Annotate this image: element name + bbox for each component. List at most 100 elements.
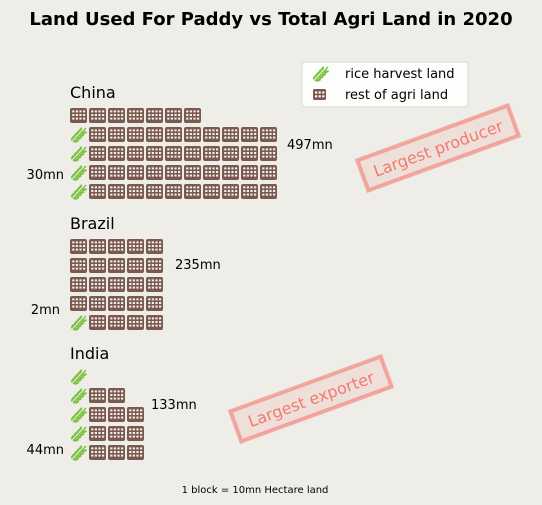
agri-block-china (108, 165, 125, 180)
agri-block-china (241, 165, 258, 180)
agri-block-india (89, 445, 106, 460)
rice-block-china (70, 165, 87, 181)
agri-block-china (184, 108, 201, 123)
rice-block-china (70, 184, 87, 200)
agri-block-china (241, 127, 258, 142)
agri-block-india (108, 388, 125, 403)
agri-block-brazil (127, 315, 144, 330)
agri-block-brazil (70, 239, 87, 254)
agri-block-china (89, 146, 106, 161)
agri-block-china (184, 165, 201, 180)
legend-label-rice: rice harvest land (345, 67, 455, 82)
agri-block-brazil (89, 315, 106, 330)
agri-block-china (127, 184, 144, 199)
agri-block-china (146, 108, 163, 123)
agri-block-brazil (146, 277, 163, 292)
agri-block-china (203, 165, 220, 180)
agri-block-india (108, 445, 125, 460)
agri-block-china (222, 165, 239, 180)
agri-block-brazil (108, 258, 125, 273)
blocks-china (70, 108, 277, 200)
group-brazil: Brazil 2mn 235mn (31, 214, 221, 331)
agri-block-brazil (127, 258, 144, 273)
total-value-brazil: 235mn (175, 258, 221, 273)
agri-block-china (108, 146, 125, 161)
agri-block-brazil (108, 296, 125, 311)
agri-block-china (184, 184, 201, 199)
rice-block-china (70, 146, 87, 162)
agri-block-brazil (146, 315, 163, 330)
agri-block-brazil (127, 277, 144, 292)
agri-block-china (260, 146, 277, 161)
agri-block-brazil (89, 296, 106, 311)
agri-block-china (70, 108, 87, 123)
agri-block-brazil (89, 239, 106, 254)
annotation-largest-producer: Largest producer (354, 103, 522, 193)
rice-value-brazil: 2mn (31, 303, 60, 318)
agri-block-china (146, 184, 163, 199)
agri-block-brazil (108, 277, 125, 292)
agri-block-china (241, 146, 258, 161)
agri-block-brazil (146, 296, 163, 311)
legend-brick-mark (313, 89, 326, 100)
agri-block-china (165, 127, 182, 142)
rice-block-india (70, 407, 87, 423)
agri-block-china (260, 127, 277, 142)
agri-block-china (222, 127, 239, 142)
agri-block-india (89, 426, 106, 441)
agri-block-brazil (70, 296, 87, 311)
agri-block-china (241, 184, 258, 199)
legend: rice harvest land rest of agri land (301, 61, 469, 108)
total-value-china: 497mn (287, 138, 333, 153)
agri-block-brazil (108, 315, 125, 330)
agri-block-india (127, 445, 144, 460)
rice-block-brazil (70, 315, 87, 331)
agri-block-brazil (70, 277, 87, 292)
agri-block-china (127, 108, 144, 123)
agri-block-india (127, 407, 144, 422)
agri-block-china (108, 108, 125, 123)
agri-block-china (127, 165, 144, 180)
blocks-india (70, 369, 144, 461)
agri-block-china (108, 184, 125, 199)
agri-block-brazil (108, 239, 125, 254)
rice-block-india (70, 388, 87, 404)
footnote: 1 block = 10mn Hectare land (182, 485, 329, 496)
agri-block-india (89, 407, 106, 422)
rice-block-india (70, 426, 87, 442)
agri-block-brazil (127, 239, 144, 254)
chart-title: Land Used For Paddy vs Total Agri Land i… (29, 9, 512, 30)
agri-block-brazil (89, 258, 106, 273)
agri-block-china (89, 165, 106, 180)
agri-block-brazil (89, 277, 106, 292)
agri-block-brazil (127, 296, 144, 311)
agri-block-china (146, 127, 163, 142)
agri-block-china (165, 108, 182, 123)
country-label-china: China (70, 83, 116, 102)
agri-block-china (260, 165, 277, 180)
agri-block-china (165, 184, 182, 199)
agri-block-china (260, 184, 277, 199)
country-label-india: India (70, 344, 109, 363)
agri-block-china (146, 146, 163, 161)
agri-block-india (108, 407, 125, 422)
blocks-brazil (70, 239, 163, 331)
rice-block-india (70, 445, 87, 461)
agri-block-india (127, 426, 144, 441)
agri-block-brazil (146, 258, 163, 273)
agri-block-china (203, 146, 220, 161)
legend-rice-icon (312, 66, 329, 82)
agri-block-china (184, 127, 201, 142)
total-value-india: 133mn (151, 398, 197, 413)
legend-label-rest: rest of agri land (345, 88, 448, 103)
group-china: China 30mn 497mn (27, 83, 333, 200)
rice-value-india: 44mn (27, 443, 64, 458)
agri-block-china (108, 127, 125, 142)
agri-block-china (203, 127, 220, 142)
agri-block-china (89, 184, 106, 199)
agri-block-china (165, 165, 182, 180)
agri-block-china (203, 184, 220, 199)
legend-rice-mark (312, 66, 329, 82)
legend-brick-icon (313, 89, 326, 100)
agri-block-brazil (146, 239, 163, 254)
